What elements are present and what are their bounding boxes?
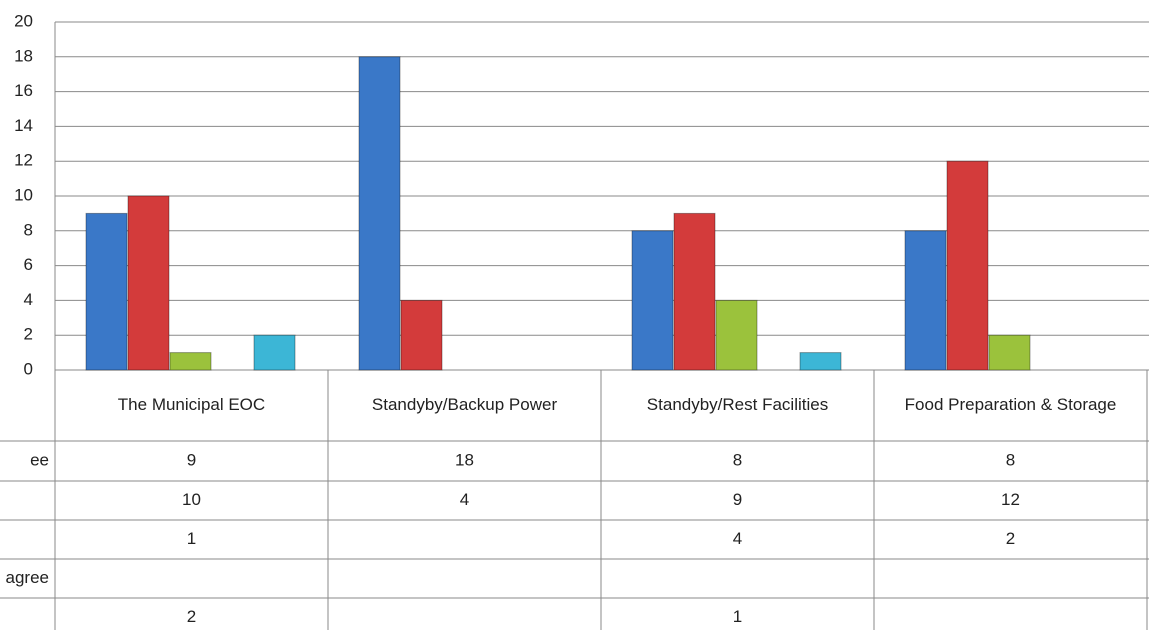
- category-label: Standyby/Backup Power: [371, 395, 558, 415]
- table-value: 2: [1006, 529, 1015, 548]
- bar: [799, 352, 842, 371]
- y-tick-label: 18: [14, 46, 33, 65]
- table-value: 2: [187, 607, 196, 626]
- bar: [946, 160, 989, 371]
- bar: [85, 212, 128, 371]
- bar: [631, 230, 674, 371]
- table-value: 1: [187, 529, 196, 548]
- bar: [904, 230, 947, 371]
- category-cell: The Municipal EOC: [117, 395, 266, 415]
- y-tick-label: 10: [14, 185, 33, 204]
- category-cell: Standyby/Rest Facilities: [646, 395, 829, 415]
- y-tick-label: 20: [14, 11, 33, 30]
- table-value: 18: [455, 450, 474, 469]
- table-value: 8: [733, 450, 742, 469]
- y-tick-label: 12: [14, 151, 33, 170]
- bar: [358, 56, 401, 371]
- bar: [673, 212, 716, 371]
- y-tick-label: 8: [24, 220, 33, 239]
- y-tick-label: 14: [14, 116, 33, 135]
- category-label: Standyby/Rest Facilities: [646, 395, 829, 415]
- bar: [253, 334, 296, 371]
- table-value: 8: [1006, 450, 1015, 469]
- table-value: 9: [733, 490, 742, 509]
- y-tick-label: 0: [24, 359, 33, 378]
- category-label: Food Preparation & Storage: [904, 395, 1117, 415]
- y-tick-label: 2: [24, 325, 33, 344]
- table-value: 9: [187, 450, 196, 469]
- category-label: The Municipal EOC: [117, 395, 266, 415]
- category-cell: Standyby/Backup Power: [371, 395, 558, 415]
- y-tick-label: 16: [14, 81, 33, 100]
- bar: [988, 334, 1031, 371]
- table-value: 4: [460, 490, 469, 509]
- table-value: 10: [182, 490, 201, 509]
- table-value: 4: [733, 529, 742, 548]
- bar: [127, 195, 170, 371]
- bar: [715, 299, 758, 371]
- y-tick-label: 4: [24, 290, 33, 309]
- table-value: 1: [733, 607, 742, 626]
- series-name: ee: [30, 450, 49, 469]
- series-name: agree: [6, 568, 49, 587]
- bar: [400, 299, 443, 371]
- y-tick-label: 6: [24, 255, 33, 274]
- bar: [169, 352, 212, 371]
- category-cell: Food Preparation & Storage: [904, 395, 1117, 415]
- table-value: 12: [1001, 490, 1020, 509]
